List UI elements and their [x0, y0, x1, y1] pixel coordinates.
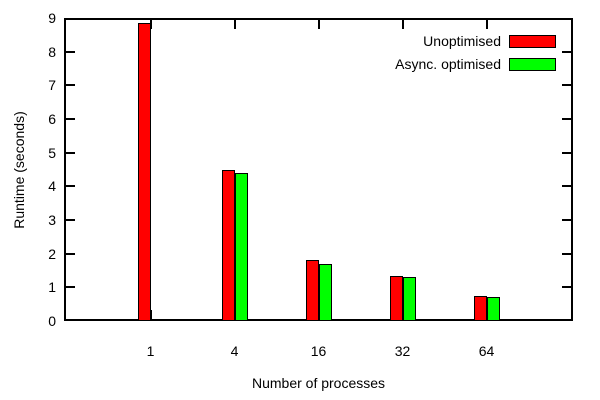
bar-unoptimised-32 — [389, 275, 403, 321]
y-tick-label: 4 — [48, 178, 56, 195]
legend-swatch — [509, 34, 556, 48]
y-tick-mark-right — [562, 50, 573, 53]
x-tick-mark-top — [317, 18, 320, 29]
y-tick-mark-right — [562, 151, 573, 154]
legend-label: Async. optimised — [395, 56, 501, 72]
y-tick-label: 0 — [48, 313, 56, 329]
bar-unoptimised-1 — [137, 23, 151, 321]
y-tick-label: 6 — [48, 111, 56, 127]
x-tick-label: 4 — [230, 343, 239, 359]
y-tick-label: 8 — [48, 43, 56, 60]
y-tick-mark-left — [64, 219, 75, 221]
y-tick-label: 5 — [48, 144, 56, 161]
y-tick-mark-left — [64, 84, 75, 87]
bar-async-optimised-64 — [486, 297, 500, 321]
bar-async-optimised-32 — [402, 277, 416, 321]
bar-async-optimised-16 — [318, 263, 332, 321]
x-tick-mark-bottom — [149, 310, 152, 321]
y-tick-mark-right — [562, 185, 573, 188]
y-tick-mark-left — [64, 118, 75, 120]
x-tick-label: 64 — [478, 343, 495, 359]
y-tick-label: 1 — [48, 279, 56, 296]
y-tick-label: 9 — [48, 10, 56, 26]
y-tick-mark-left — [64, 185, 75, 188]
x-tick-mark-top — [401, 18, 404, 29]
legend-item-async-optimised: Async. optimised — [395, 56, 556, 72]
plot-area — [64, 18, 573, 321]
y-tick-label: 7 — [48, 77, 56, 94]
bar-unoptimised-64 — [473, 295, 487, 321]
bar-unoptimised-4 — [221, 169, 235, 321]
y-tick-mark-right — [562, 286, 573, 289]
legend-swatch — [509, 57, 556, 71]
y-tick-mark-right — [562, 252, 573, 255]
x-tick-mark-top — [485, 18, 488, 29]
y-tick-mark-left — [64, 286, 75, 289]
x-tick-label: 1 — [146, 343, 155, 359]
x-tick-mark-top — [233, 18, 236, 29]
x-tick-mark-top — [149, 18, 152, 29]
x-axis-title: Number of processes — [251, 375, 386, 391]
y-tick-mark-left — [64, 252, 75, 255]
legend-item-unoptimised: Unoptimised — [395, 33, 556, 49]
y-tick-label: 2 — [48, 245, 56, 262]
y-tick-mark-right — [562, 84, 573, 87]
y-tick-mark-right — [562, 219, 573, 221]
legend: Unoptimised Async. optimised — [395, 33, 556, 72]
y-tick-mark-right — [562, 118, 573, 120]
x-tick-label: 16 — [310, 343, 327, 359]
x-tick-label: 32 — [394, 343, 411, 359]
y-tick-mark-left — [64, 50, 75, 53]
y-tick-mark-left — [64, 151, 75, 154]
bar-unoptimised-16 — [305, 260, 319, 321]
bar-async-optimised-4 — [234, 172, 248, 321]
y-tick-label: 3 — [48, 212, 56, 228]
legend-label: Unoptimised — [423, 33, 501, 49]
